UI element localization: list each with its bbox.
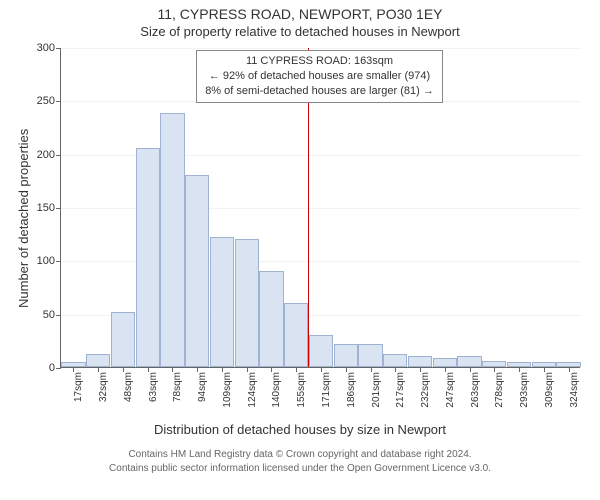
xtick-label: 48sqm xyxy=(123,372,134,402)
ytick-mark xyxy=(56,48,61,49)
xtick-label: 63sqm xyxy=(148,372,159,402)
xtick-label: 32sqm xyxy=(98,372,109,402)
histogram-bar xyxy=(408,356,432,367)
chart-footer: Contains HM Land Registry data © Crown c… xyxy=(0,448,600,475)
ytick-label: 250 xyxy=(37,95,55,107)
info-box: 11 CYPRESS ROAD: 163sqm ← 92% of detached… xyxy=(196,50,443,103)
xtick-label: 140sqm xyxy=(271,372,282,408)
ytick-mark xyxy=(56,208,61,209)
histogram-bar xyxy=(136,148,160,367)
chart-title: 11, CYPRESS ROAD, NEWPORT, PO30 1EY xyxy=(0,6,600,22)
y-axis-label: Number of detached properties xyxy=(16,129,31,308)
xtick-label: 94sqm xyxy=(197,372,208,402)
xtick-label: 232sqm xyxy=(420,372,431,408)
ytick-mark xyxy=(56,315,61,316)
gridline xyxy=(61,48,581,49)
ytick-label: 100 xyxy=(37,255,55,267)
footer-line-1: Contains HM Land Registry data © Crown c… xyxy=(128,449,471,460)
xtick-label: 293sqm xyxy=(519,372,530,408)
histogram-bar xyxy=(309,335,333,367)
histogram-bar xyxy=(457,356,481,367)
histogram-bar xyxy=(383,354,407,367)
info-line-1: 11 CYPRESS ROAD: 163sqm xyxy=(246,55,393,67)
xtick-label: 155sqm xyxy=(296,372,307,408)
ytick-label: 200 xyxy=(37,149,55,161)
histogram-bar xyxy=(358,344,382,367)
xtick-label: 278sqm xyxy=(494,372,505,408)
histogram-bar xyxy=(235,239,259,367)
xtick-label: 78sqm xyxy=(172,372,183,402)
histogram-bar xyxy=(334,344,358,367)
histogram-bar xyxy=(185,175,209,367)
xtick-label: 263sqm xyxy=(470,372,481,408)
ytick-mark xyxy=(56,261,61,262)
footer-line-2: Contains public sector information licen… xyxy=(109,463,491,474)
xtick-label: 171sqm xyxy=(321,372,332,408)
ytick-mark xyxy=(56,155,61,156)
ytick-label: 150 xyxy=(37,202,55,214)
ytick-label: 300 xyxy=(37,42,55,54)
histogram-bar xyxy=(433,358,457,367)
xtick-label: 17sqm xyxy=(73,372,84,402)
xtick-label: 186sqm xyxy=(346,372,357,408)
xtick-label: 309sqm xyxy=(544,372,555,408)
histogram-bar xyxy=(86,354,110,367)
info-line-2: ← 92% of detached houses are smaller (97… xyxy=(209,70,430,82)
xtick-label: 109sqm xyxy=(222,372,233,408)
chart-subtitle: Size of property relative to detached ho… xyxy=(0,24,600,39)
histogram-bar xyxy=(259,271,283,367)
xtick-label: 201sqm xyxy=(371,372,382,408)
ytick-label: 50 xyxy=(43,309,55,321)
ytick-label: 0 xyxy=(49,362,55,374)
ytick-mark xyxy=(56,101,61,102)
ytick-mark xyxy=(56,368,61,369)
plot-area: 05010015020025030017sqm32sqm48sqm63sqm78… xyxy=(60,48,580,368)
histogram-bar xyxy=(160,113,184,367)
xtick-label: 247sqm xyxy=(445,372,456,408)
xtick-label: 324sqm xyxy=(569,372,580,408)
histogram-bar xyxy=(111,312,135,367)
histogram-bar xyxy=(210,237,234,367)
histogram-bar xyxy=(284,303,308,367)
xtick-label: 217sqm xyxy=(395,372,406,408)
xtick-label: 124sqm xyxy=(247,372,258,408)
info-line-3: 8% of semi-detached houses are larger (8… xyxy=(205,85,434,97)
x-axis-label: Distribution of detached houses by size … xyxy=(0,422,600,437)
